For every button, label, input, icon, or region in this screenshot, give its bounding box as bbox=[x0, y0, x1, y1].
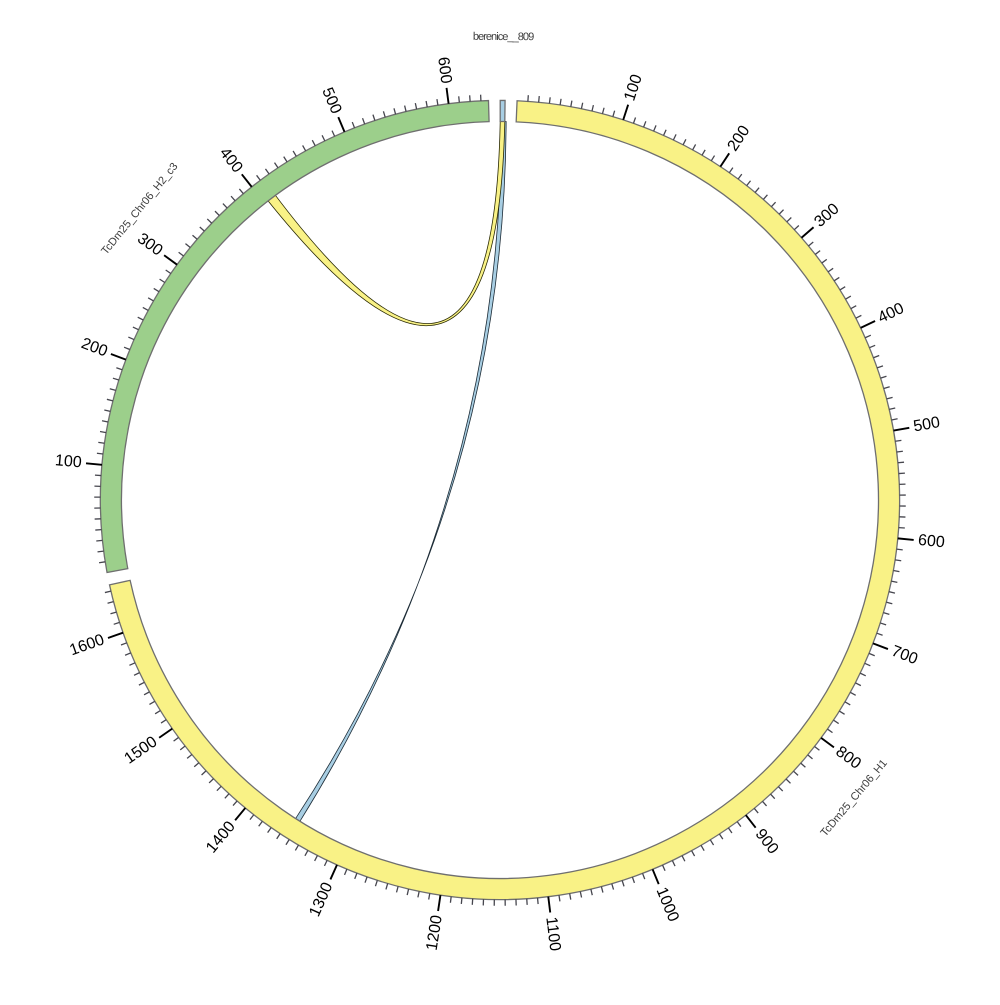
svg-text:600: 600 bbox=[917, 532, 945, 551]
svg-text:600: 600 bbox=[434, 56, 454, 85]
svg-text:1200: 1200 bbox=[424, 914, 446, 952]
svg-text:berenice__809: berenice__809 bbox=[473, 31, 534, 43]
svg-text:500: 500 bbox=[912, 414, 941, 435]
svg-text:100: 100 bbox=[54, 452, 82, 471]
svg-text:1100: 1100 bbox=[542, 916, 563, 952]
